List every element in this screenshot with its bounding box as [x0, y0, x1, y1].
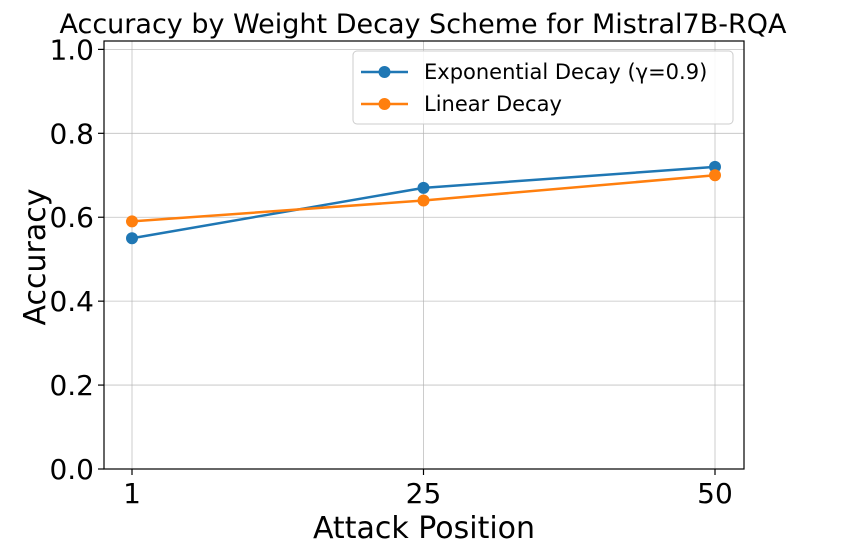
x-axis-label: Attack Position [313, 511, 535, 546]
x-tick-label: 50 [697, 477, 733, 510]
plot-series [126, 160, 721, 245]
legend-marker-linear-decay [378, 98, 391, 110]
legend-box [352, 50, 734, 125]
y-axis-label: Accuracy [18, 189, 53, 326]
legend-label-exponential-decay: Exponential Decay (γ=0.9) [424, 60, 707, 84]
data-point-linear-decay [417, 194, 430, 207]
x-tick-label: 25 [406, 477, 442, 510]
y-tick-label: 0.6 [49, 201, 94, 234]
y-tick-label: 0.8 [49, 117, 94, 150]
data-point-exponential-decay [126, 232, 138, 245]
data-point-linear-decay [709, 169, 721, 182]
legend: Exponential Decay (γ=0.9) Linear Decay [352, 50, 734, 125]
y-tick-label: 0.4 [49, 285, 94, 318]
legend-marker-exponential-decay [378, 66, 391, 78]
data-point-exponential-decay [417, 181, 430, 194]
y-tick-label: 0.0 [49, 453, 94, 486]
data-point-exponential-decay [709, 160, 721, 173]
chart-title: Accuracy by Weight Decay Scheme for Mist… [60, 9, 788, 40]
legend-label-linear-decay: Linear Decay [424, 92, 562, 116]
x-tick-label: 1 [123, 477, 141, 510]
axis-ticks: 1 25 50 0.0 0.2 0.4 0.6 0.8 1.0 [49, 33, 732, 510]
data-point-linear-decay [126, 215, 138, 228]
y-tick-label: 1.0 [49, 33, 94, 66]
y-tick-label: 0.2 [49, 369, 94, 402]
